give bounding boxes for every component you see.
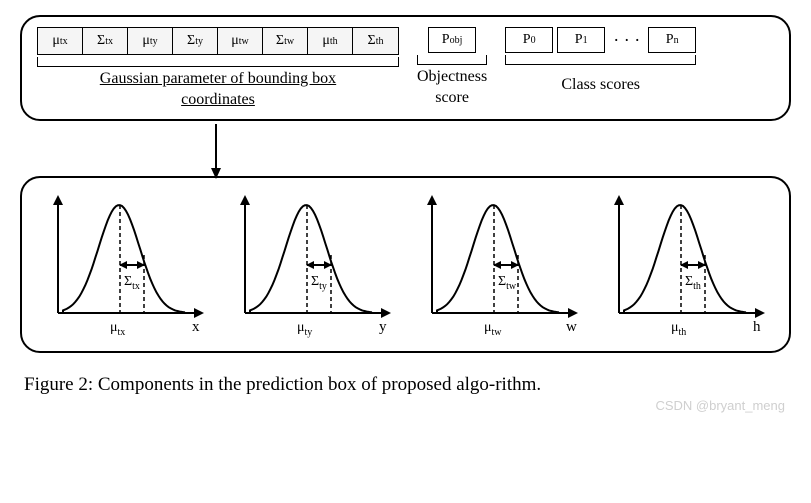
cell-p0: P0: [505, 27, 553, 53]
svg-text:x: x: [192, 319, 200, 335]
class-bracket: [505, 55, 696, 65]
obj-label-line2: score: [435, 88, 469, 107]
bottom-panel: Σtx μtx x Σty μty y: [20, 176, 791, 353]
svg-text:w: w: [566, 319, 577, 335]
class-label: Class scores: [561, 75, 640, 94]
figure-caption: Figure 2: Components in the prediction b…: [20, 371, 791, 400]
objectness-group: Pobj Objectness score: [417, 27, 487, 107]
svg-text:Σty: Σty: [311, 274, 327, 292]
svg-text:Σth: Σth: [685, 274, 701, 292]
svg-text:y: y: [379, 319, 387, 335]
svg-text:Σtw: Σtw: [498, 274, 517, 292]
gaussian-label-line2: coordinates: [181, 90, 255, 109]
gaussian-cells: μtx Σtx μty Σty μtw Σtw μth Σth: [37, 27, 399, 55]
svg-text:h: h: [753, 319, 761, 335]
svg-text:μtw: μtw: [484, 320, 502, 338]
obj-bracket: [417, 55, 487, 65]
cell-sigma-th: Σth: [353, 28, 398, 54]
cell-mu-tw: μtw: [218, 28, 263, 54]
cell-sigma-tw: Σtw: [263, 28, 308, 54]
svg-text:μtx: μtx: [110, 320, 125, 338]
svg-text:μty: μty: [297, 320, 312, 338]
class-cells: P0 P1 · · · Pn: [505, 27, 696, 53]
watermark: CSDN @bryant_meng: [20, 398, 791, 413]
chart-tw: Σtw μtw w: [414, 193, 584, 343]
cell-mu-tx: μtx: [38, 28, 83, 54]
svg-text:μth: μth: [671, 320, 686, 338]
cell-sigma-ty: Σty: [173, 28, 218, 54]
obj-label-line1: Objectness: [417, 67, 487, 86]
chart-ty: Σty μty y: [227, 193, 397, 343]
gaussian-label-line1: Gaussian parameter of bounding box: [100, 69, 336, 88]
class-dots: · · ·: [609, 30, 644, 51]
cell-p1: P1: [557, 27, 605, 53]
class-group: P0 P1 · · · Pn Class scores: [505, 27, 696, 94]
cell-mu-th: μth: [308, 28, 353, 54]
cell-pn: Pn: [648, 27, 696, 53]
arrow-down: [215, 126, 217, 176]
cell-mu-ty: μty: [128, 28, 173, 54]
cell-pobj: Pobj: [428, 27, 476, 53]
gaussian-group: μtx Σtx μty Σty μtw Σtw μth Σth Gaussian…: [37, 27, 399, 109]
top-panel: μtx Σtx μty Σty μtw Σtw μth Σth Gaussian…: [20, 15, 791, 121]
gaussian-bracket: [37, 57, 399, 67]
cell-sigma-tx: Σtx: [83, 28, 128, 54]
svg-text:Σtx: Σtx: [124, 274, 140, 292]
chart-th: Σth μth h: [601, 193, 771, 343]
chart-tx: Σtx μtx x: [40, 193, 210, 343]
